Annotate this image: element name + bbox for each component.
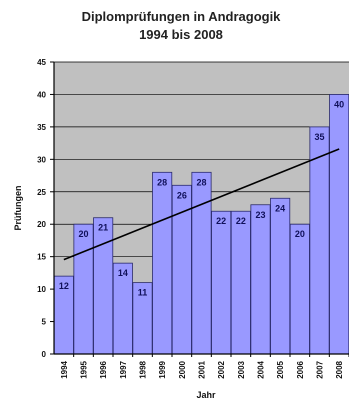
x-tick-label: 2005 xyxy=(276,360,285,378)
x-tick-label: 2001 xyxy=(198,360,207,378)
bar xyxy=(230,210,251,355)
bar-value-label: 23 xyxy=(255,210,265,220)
bar xyxy=(329,94,349,355)
x-tick-label: 2007 xyxy=(316,360,325,378)
x-axis-ticks: 1994 1995 1996 1997 1998 1999 2000 2001 2002 2003… xyxy=(60,354,349,379)
y-axis-label: Prüfungen xyxy=(13,186,23,231)
bar xyxy=(211,210,232,355)
bar xyxy=(152,171,173,355)
bar-value-label: 22 xyxy=(236,216,246,226)
y-tick-label: 15 xyxy=(37,253,46,262)
x-tick-label: 1999 xyxy=(158,360,167,378)
y-tick-label: 0 xyxy=(42,350,47,359)
bar xyxy=(270,197,291,355)
x-tick-label: 1998 xyxy=(139,360,148,378)
y-tick-label: 5 xyxy=(42,318,47,327)
x-tick-label: 1996 xyxy=(99,360,108,378)
bar-value-label: 28 xyxy=(196,177,206,187)
trendline-path xyxy=(63,148,340,261)
bar xyxy=(309,126,330,355)
y-tick-label: 10 xyxy=(37,285,46,294)
bar-value-label: 14 xyxy=(118,268,128,278)
x-tick-label: 2002 xyxy=(217,360,226,378)
bar-value-label: 20 xyxy=(295,229,305,239)
x-tick-label: 2000 xyxy=(178,360,187,378)
trendline xyxy=(63,148,340,261)
bar-value-label: 20 xyxy=(78,229,88,239)
y-tick-label: 45 xyxy=(37,58,46,67)
bar-value-label: 11 xyxy=(138,288,148,298)
x-tick-label: 2006 xyxy=(296,360,305,378)
bar-value-labels: 12 20 21 14 11 28 26 28 22 22 23 24 20 35 40 xyxy=(59,99,344,297)
bar-value-label: 12 xyxy=(59,281,69,291)
chart-title-line-2: 1994 bis 2008 xyxy=(139,27,223,42)
x-tick-label: 1997 xyxy=(119,360,128,378)
bar xyxy=(289,223,310,355)
bar-value-label: 24 xyxy=(275,203,285,213)
y-tick-label: 30 xyxy=(37,155,46,164)
bar-value-label: 26 xyxy=(177,190,187,200)
bar xyxy=(191,171,212,355)
bar-value-label: 22 xyxy=(216,216,226,226)
bar-value-label: 21 xyxy=(98,223,108,233)
bar-value-label: 35 xyxy=(314,132,324,142)
y-tick-label: 25 xyxy=(37,188,46,197)
y-tick-label: 40 xyxy=(37,90,46,99)
x-tick-label: 2008 xyxy=(335,360,344,378)
bars xyxy=(53,94,349,355)
x-axis-label: Jahr xyxy=(196,390,216,400)
bar-value-label: 40 xyxy=(334,99,344,109)
bar xyxy=(250,204,271,355)
y-tick-label: 20 xyxy=(37,220,46,229)
bar xyxy=(171,184,192,355)
y-tick-label: 35 xyxy=(37,123,46,132)
chart-title-line-1: Diplomprüfungen in Andragogik xyxy=(82,9,282,24)
y-axis-ticks: 0 5 10 15 20 25 30 35 40 45 xyxy=(37,58,54,359)
bar-value-label: 28 xyxy=(157,177,167,187)
x-tick-label: 2004 xyxy=(257,360,266,378)
x-tick-label: 1994 xyxy=(60,360,69,378)
bar xyxy=(93,217,114,355)
x-tick-label: 1995 xyxy=(80,360,89,378)
x-tick-label: 2003 xyxy=(237,360,246,378)
bar xyxy=(73,223,94,355)
